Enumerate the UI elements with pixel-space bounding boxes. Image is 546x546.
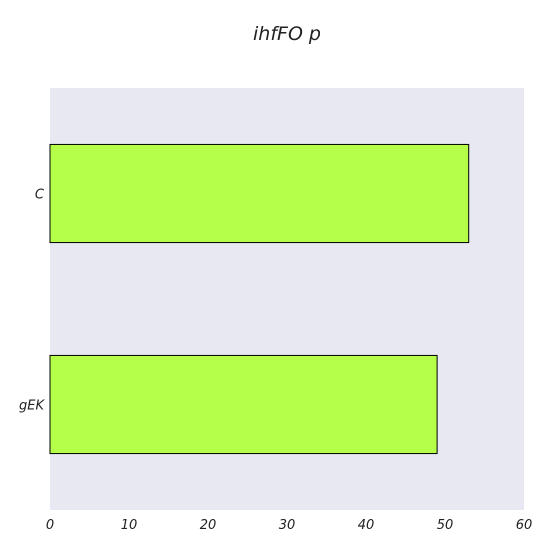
bar-gek [49,354,438,455]
bar-c [49,143,470,244]
chart-title: ihfFO p [253,23,321,45]
x-tick-label: 20 [200,518,217,533]
x-tick-label: 60 [516,518,533,533]
x-tick-label: 10 [121,518,138,533]
x-tick-labels: 0 10 20 30 40 50 60 [46,518,532,533]
y-tick-label: C [35,188,45,203]
x-tick-label: 50 [437,518,454,533]
x-tick-label: 30 [279,518,296,533]
x-tick-label: 0 [46,518,54,533]
x-tick-label: 40 [358,518,375,533]
y-tick-label: gEK [19,399,45,414]
bars-group [49,143,470,455]
